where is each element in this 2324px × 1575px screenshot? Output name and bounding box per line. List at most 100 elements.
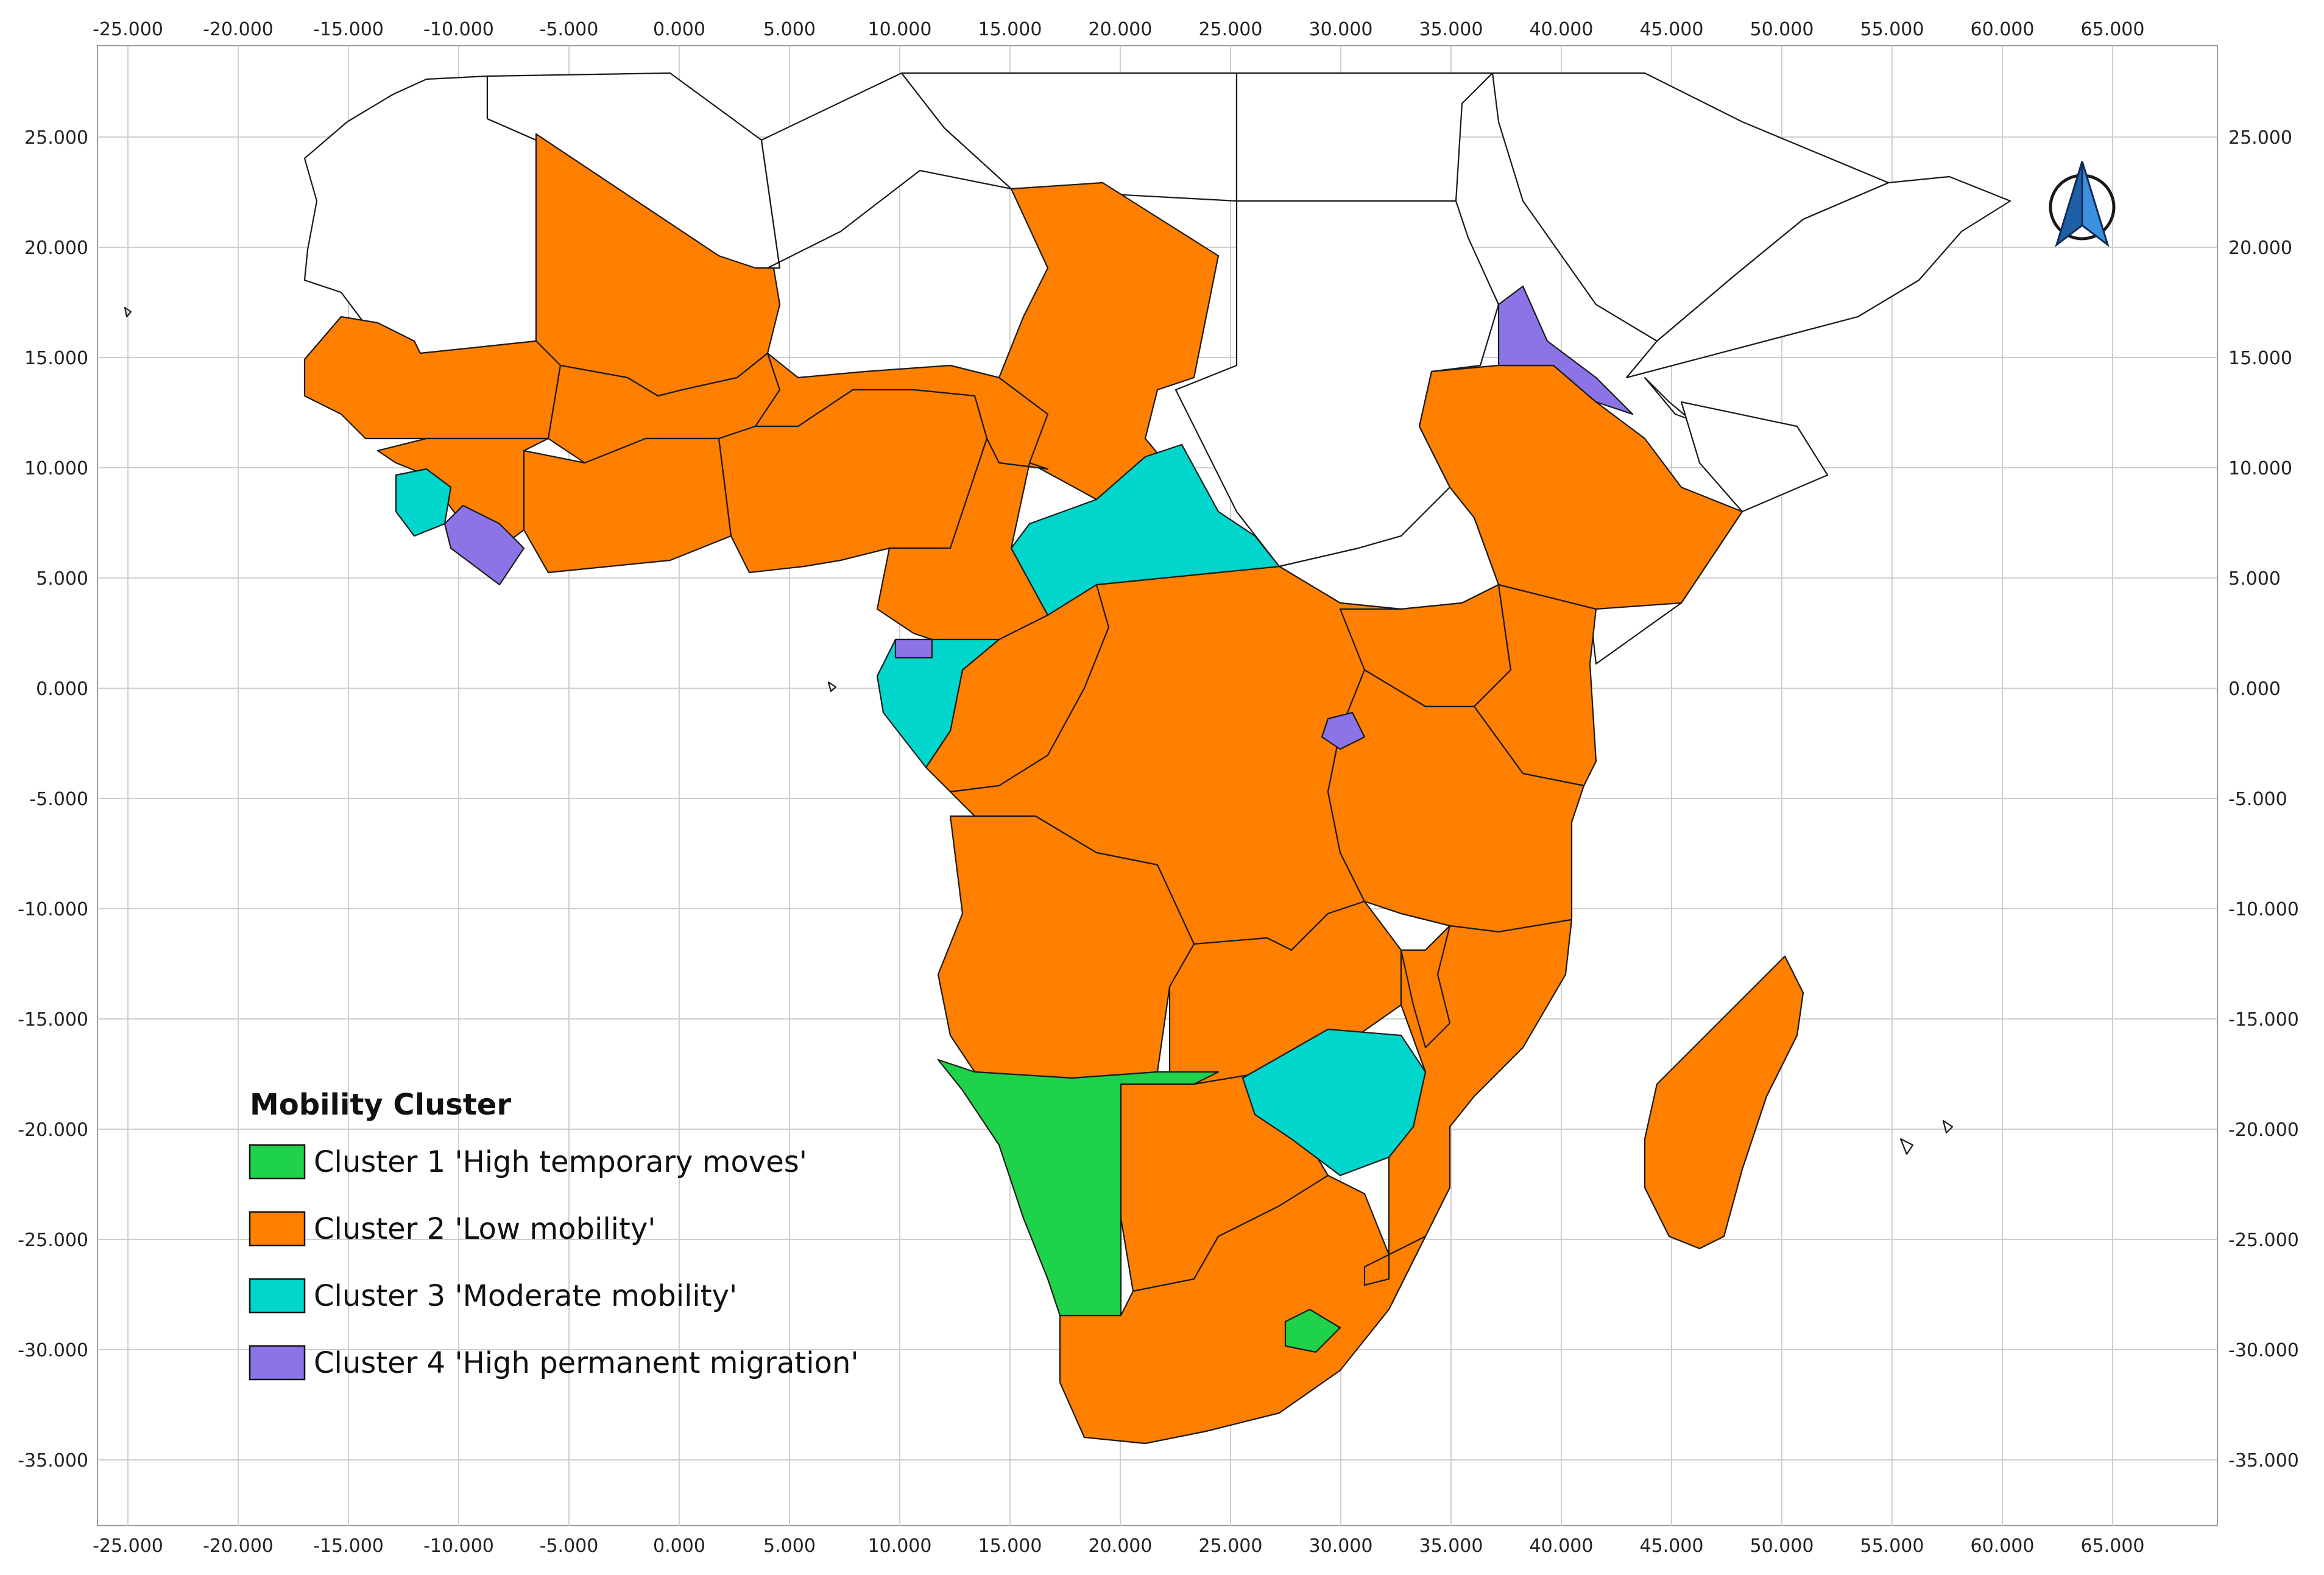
x-tick-label: 15.000 — [978, 1535, 1042, 1557]
island-reunion — [1899, 1138, 1914, 1155]
x-tick-label: 25.000 — [1199, 19, 1263, 40]
legend-label: Cluster 2 'Low mobility' — [314, 1212, 655, 1246]
y-tick-labels-right: 25.000 20.000 15.000 10.000 5.000 0.000 -5.000… — [2228, 127, 2299, 1471]
y-tick-label: 20.000 — [2228, 238, 2292, 259]
legend-swatch — [249, 1345, 306, 1381]
x-tick-label: 10.000 — [868, 1535, 932, 1557]
x-tick-label: -5.000 — [540, 1535, 599, 1557]
y-tick-labels-left: 25.000 20.000 15.000 10.000 5.000 0.000 -5.000… — [18, 127, 88, 1471]
islands-and-coastlines — [124, 306, 1954, 1286]
y-tick-label: -15.000 — [18, 1009, 88, 1031]
y-tick-label: 25.000 — [24, 127, 88, 149]
x-tick-label: 0.000 — [653, 1535, 705, 1557]
x-tick-label: 60.000 — [1971, 19, 2035, 40]
country-gabon — [876, 638, 1000, 769]
y-tick-label: -25.000 — [18, 1230, 88, 1251]
y-tick-label: -35.000 — [18, 1450, 88, 1471]
country-namibia — [937, 1059, 1220, 1317]
x-tick-label: -25.000 — [93, 1535, 163, 1557]
country-lesotho — [1284, 1308, 1341, 1353]
y-tick-label: -10.000 — [18, 899, 88, 920]
country-south-africa — [1059, 1174, 1427, 1445]
island-sao-tome — [827, 681, 837, 692]
x-tick-label: 5.000 — [763, 19, 816, 40]
country-rwanda — [1321, 711, 1366, 750]
country-equatorial-guinea — [894, 638, 933, 659]
x-tick-label: 30.000 — [1309, 19, 1373, 40]
y-tick-label: 25.000 — [2228, 127, 2292, 149]
x-tick-label: 55.000 — [1860, 1535, 1924, 1557]
x-tick-label: 65.000 — [2081, 1535, 2145, 1557]
x-tick-label: 45.000 — [1640, 19, 1704, 40]
island-mauritius — [1942, 1119, 1954, 1134]
y-tick-label: -30.000 — [18, 1340, 88, 1361]
x-tick-label: 60.000 — [1971, 1535, 2035, 1557]
legend-label: Cluster 3 'Moderate mobility' — [314, 1279, 737, 1313]
x-tick-label: -15.000 — [313, 1535, 384, 1557]
cluster-3-moderate-mobility — [395, 443, 1427, 1177]
legend-label: Cluster 4 'High permanent migration' — [314, 1346, 859, 1380]
cluster-4-high-permanent-migration — [443, 285, 1634, 750]
x-tick-label: 55.000 — [1860, 19, 1924, 40]
country-ghana-cote-divoire — [523, 437, 732, 574]
y-tick-label: -20.000 — [18, 1119, 88, 1141]
x-tick-label: 35.000 — [1419, 1535, 1483, 1557]
x-tick-label: 20.000 — [1089, 1535, 1153, 1557]
y-tick-label: 10.000 — [2228, 458, 2292, 479]
country-madagascar — [1644, 955, 1804, 1250]
x-tick-label: 65.000 — [2081, 19, 2145, 40]
y-tick-label: 5.000 — [2228, 568, 2281, 590]
x-tick-label: 50.000 — [1750, 19, 1814, 40]
country-egypt — [1235, 72, 1494, 202]
x-tick-label: -20.000 — [203, 1535, 274, 1557]
x-tick-label: -15.000 — [313, 19, 384, 40]
x-tick-label: -5.000 — [540, 19, 599, 40]
y-tick-label: 0.000 — [2228, 678, 2281, 700]
y-tick-label: 10.000 — [24, 458, 88, 479]
country-central-african-republic — [1010, 443, 1280, 616]
island-cape-verde — [124, 306, 132, 318]
x-tick-label: 40.000 — [1530, 19, 1594, 40]
country-arabia-north — [1491, 72, 1890, 342]
y-tick-label: -20.000 — [2228, 1119, 2299, 1141]
cluster-2-low-mobility — [303, 133, 1804, 1445]
y-tick-label: -35.000 — [2228, 1450, 2299, 1471]
north-arrow-icon — [2049, 161, 2116, 248]
x-tick-label: 45.000 — [1640, 1535, 1704, 1557]
country-libya-egypt — [900, 72, 1238, 202]
y-tick-label: -5.000 — [2228, 789, 2287, 810]
legend-swatch — [249, 1144, 306, 1180]
y-tick-label: 15.000 — [24, 348, 88, 369]
x-tick-label: 50.000 — [1750, 1535, 1814, 1557]
x-tick-label: 20.000 — [1089, 19, 1153, 40]
x-tick-label: -20.000 — [203, 19, 274, 40]
legend: Mobility Cluster Cluster 1 'High tempora… — [249, 1088, 859, 1381]
x-tick-label: 5.000 — [763, 1535, 816, 1557]
y-tick-label: -10.000 — [2228, 899, 2299, 920]
y-tick-label: -30.000 — [2228, 1340, 2299, 1361]
y-tick-label: 0.000 — [36, 678, 88, 700]
x-tick-labels-top: -25.000 -20.000 -15.000 -10.000 -5.000 0.000 5… — [93, 19, 2144, 40]
country-liberia — [443, 504, 525, 586]
country-chad — [998, 181, 1220, 501]
y-tick-label: -25.000 — [2228, 1230, 2299, 1251]
x-tick-label: 40.000 — [1530, 1535, 1594, 1557]
country-malawi — [1400, 925, 1451, 1049]
country-eritrea — [1497, 285, 1634, 415]
x-tick-label: 15.000 — [978, 19, 1042, 40]
x-tick-label: -10.000 — [423, 19, 494, 40]
x-tick-label: 30.000 — [1309, 1535, 1373, 1557]
x-tick-label: 25.000 — [1199, 1535, 1263, 1557]
x-tick-label: 35.000 — [1419, 19, 1483, 40]
legend-swatch — [249, 1211, 306, 1247]
x-tick-label: 10.000 — [868, 19, 932, 40]
legend-label: Cluster 1 'High temporary moves' — [314, 1145, 807, 1179]
y-tick-label: -15.000 — [2228, 1009, 2299, 1031]
y-tick-label: 5.000 — [36, 568, 88, 590]
cluster-1-high-temporary-moves — [937, 1059, 1341, 1353]
legend-title: Mobility Cluster — [250, 1088, 511, 1122]
x-tick-label: -10.000 — [423, 1535, 494, 1557]
x-tick-label: -25.000 — [93, 19, 163, 40]
country-zimbabwe — [1241, 1028, 1427, 1177]
